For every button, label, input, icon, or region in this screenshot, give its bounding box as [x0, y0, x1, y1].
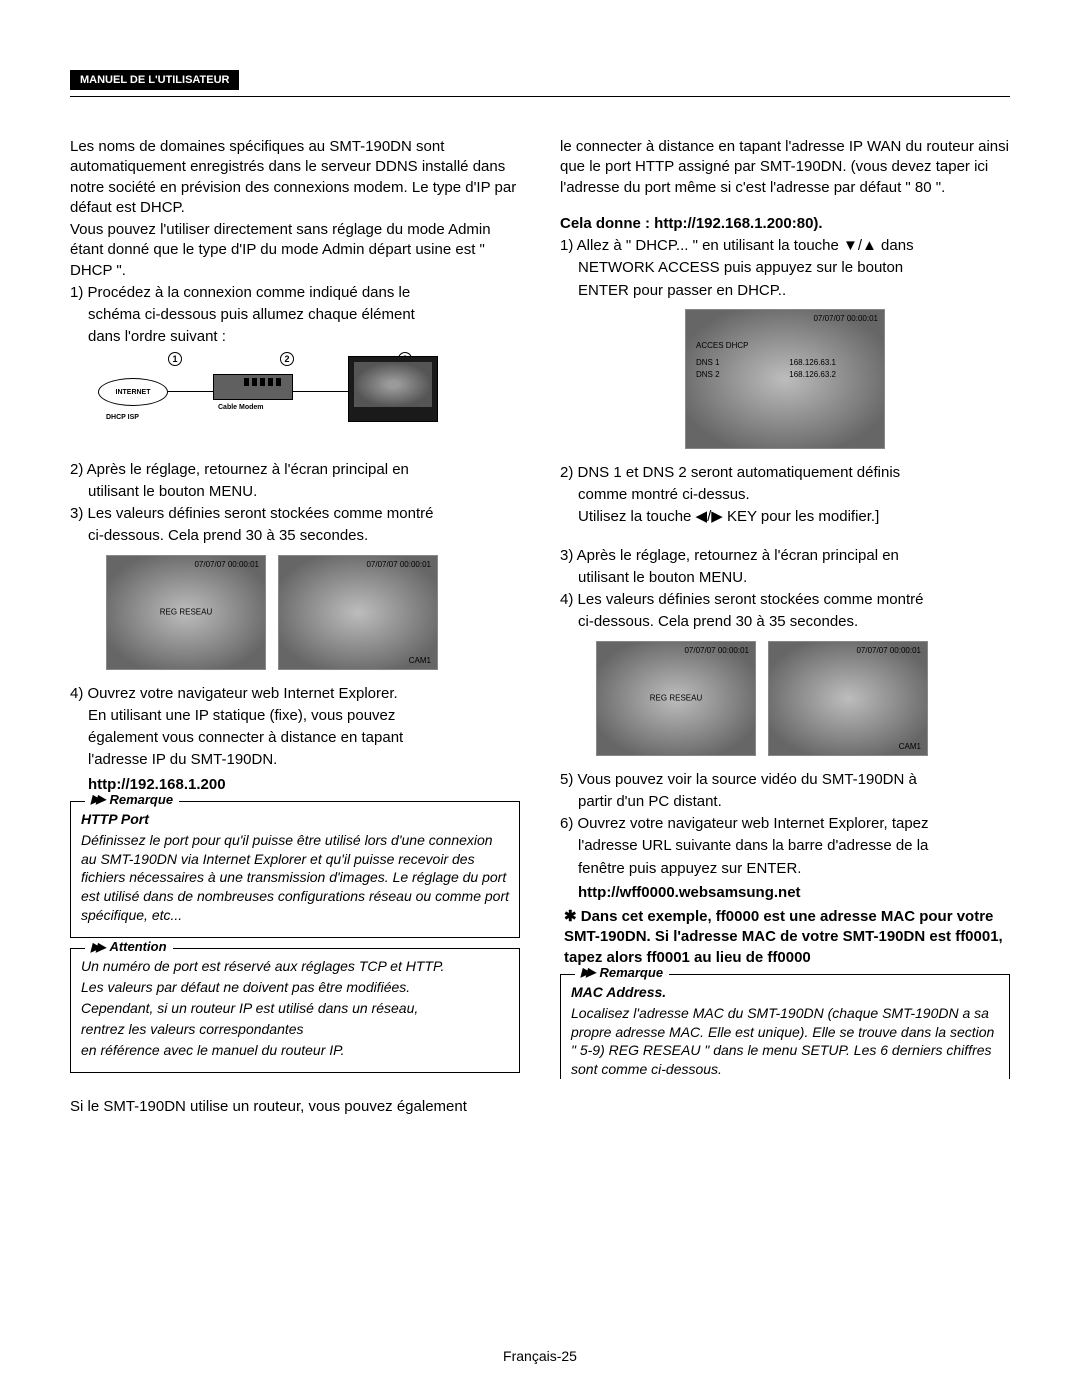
page-number: Français-25	[503, 1348, 577, 1364]
screen-menu: ACCES DHCP DNS 1 168.126.63.1 DNS 2 168.12…	[686, 340, 836, 382]
dvr-screen-dhcp: 07/07/07 00:00:01 ACCES DHCP DNS 1 168.12…	[685, 309, 885, 449]
screen-timestamp: 07/07/07 00:00:01	[366, 560, 431, 569]
double-arrow-icon: ▶▶	[91, 792, 101, 808]
double-arrow-icon: ▶▶	[581, 965, 591, 981]
note-title: MAC Address.	[571, 983, 999, 1002]
note-line: Cependant, si un routeur IP est utilisé …	[81, 999, 509, 1018]
dvr-screenshot-pair: 07/07/07 00:00:01 REG RESEAU 07/07/07 00…	[106, 555, 520, 670]
paragraph: Les noms de domaines spécifiques au SMT-…	[70, 137, 520, 218]
double-arrow-icon: ▶▶	[91, 940, 101, 956]
dvr-screen: 07/07/07 00:00:01 REG RESEAU	[596, 641, 756, 756]
paragraph: Si le SMT-190DN utilise un routeur, vous…	[70, 1097, 520, 1117]
note-body: Définissez le port pour qu'il puisse êtr…	[81, 831, 509, 925]
dns1-key: DNS 1	[696, 357, 720, 370]
list-item-cont: ci-dessous. Cela prend 30 à 35 secondes.	[560, 612, 1010, 632]
screen-timestamp: 07/07/07 00:00:01	[856, 646, 921, 655]
list-item-cont: fenêtre puis appuyez sur ENTER.	[560, 859, 1010, 879]
two-column-layout: Les noms de domaines spécifiques au SMT-…	[70, 137, 1010, 1119]
note-title: HTTP Port	[81, 810, 509, 829]
list-item: 2) DNS 1 et DNS 2 seront automatiquement…	[560, 463, 1010, 483]
list-item-cont: l'adresse IP du SMT-190DN.	[70, 750, 520, 770]
dns2-val: 168.126.63.2	[789, 369, 836, 382]
header-rule	[70, 96, 1010, 97]
screen-center-text: REG RESEAU	[160, 608, 212, 617]
note-legend: ▶▶ Remarque	[85, 792, 179, 809]
list-item-cont: également vous connecter à distance en t…	[70, 728, 520, 748]
menu-title: ACCES DHCP	[696, 340, 748, 353]
connection-diagram: 1 2 3 INTERNET Cable Modem DHCP ISP	[98, 356, 438, 446]
list-item-cont: dans l'ordre suivant :	[70, 327, 520, 347]
diagram-step-1: 1	[168, 352, 182, 366]
note-box-attention: ▶▶ Attention Un numéro de port est réser…	[70, 948, 520, 1072]
dvr-screen: 07/07/07 00:00:01 REG RESEAU	[106, 555, 266, 670]
dvr-screenshot-pair: 07/07/07 00:00:01 REG RESEAU 07/07/07 00…	[596, 641, 1010, 756]
list-item: 3) Les valeurs définies seront stockées …	[70, 504, 520, 524]
list-item-cont: comme montré ci-dessus.	[560, 485, 1010, 505]
note-legend-text: Remarque	[599, 965, 663, 982]
paragraph: Vous pouvez l'utiliser directement sans …	[70, 220, 520, 281]
list-item: 4) Les valeurs définies seront stockées …	[560, 590, 1010, 610]
dns2-key: DNS 2	[696, 369, 720, 382]
note-legend-text: Remarque	[109, 792, 173, 809]
list-item-cont: NETWORK ACCESS puis appuyez sur le bouto…	[560, 258, 1010, 278]
list-item-cont: utilisant le bouton MENU.	[560, 568, 1010, 588]
note-legend: ▶▶ Attention	[85, 939, 173, 956]
note-line: rentrez les valeurs correspondantes	[81, 1020, 509, 1039]
screen-cam-label: CAM1	[409, 656, 431, 665]
screen-timestamp: 07/07/07 00:00:01	[194, 560, 259, 569]
modem-icon	[213, 374, 293, 400]
note-legend: ▶▶ Remarque	[575, 965, 669, 982]
dvr-screen: 07/07/07 00:00:01 CAM1	[768, 641, 928, 756]
section-heading: Cela donne : http://192.168.1.200:80).	[560, 214, 1010, 234]
screen-timestamp: 07/07/07 00:00:01	[684, 646, 749, 655]
note-box-remarque: ▶▶ Remarque HTTP Port Définissez le port…	[70, 801, 520, 938]
list-item: 1) Procédez à la connexion comme indiqué…	[70, 283, 520, 303]
list-item: 2) Après le réglage, retournez à l'écran…	[70, 460, 520, 480]
isp-label: DHCP ISP	[106, 414, 139, 421]
diagram-line	[168, 391, 213, 392]
screen-cam-label: CAM1	[899, 742, 921, 751]
list-item-cont: l'adresse URL suivante dans la barre d'a…	[560, 836, 1010, 856]
header-tab: MANUEL DE L'UTILISATEUR	[70, 70, 239, 90]
list-item-cont: utilisant le bouton MENU.	[70, 482, 520, 502]
list-item-cont: ENTER pour passer en DHCP..	[560, 281, 1010, 301]
paragraph: le connecter à distance en tapant l'adre…	[560, 137, 1010, 198]
modem-label: Cable Modem	[218, 404, 264, 411]
list-item: 6) Ouvrez votre navigateur web Internet …	[560, 814, 1010, 834]
note-legend-text: Attention	[109, 939, 166, 956]
list-item-cont: Utilisez la touche ◀/▶ KEY pour les modi…	[560, 507, 1010, 527]
right-column: le connecter à distance en tapant l'adre…	[560, 137, 1010, 1119]
list-item: 5) Vous pouvez voir la source vidéo du S…	[560, 770, 1010, 790]
list-item: 1) Allez à " DHCP... " en utilisant la t…	[560, 236, 1010, 256]
monitor-icon	[348, 356, 438, 422]
diagram-step-2: 2	[280, 352, 294, 366]
dvr-screen: 07/07/07 00:00:01 CAM1	[278, 555, 438, 670]
left-column: Les noms de domaines spécifiques au SMT-…	[70, 137, 520, 1119]
list-item-cont: ci-dessous. Cela prend 30 à 35 secondes.	[70, 526, 520, 546]
list-item-cont: En utilisant une IP statique (fixe), vou…	[70, 706, 520, 726]
screen-center-text: REG RESEAU	[650, 694, 702, 703]
note-body: Localisez l'adresse MAC du SMT-190DN (ch…	[571, 1004, 999, 1080]
dns1-val: 168.126.63.1	[789, 357, 836, 370]
star-note: ✱ Dans cet exemple, ff0000 est une adres…	[560, 907, 1010, 968]
note-box-remarque: ▶▶ Remarque MAC Address. Localisez l'adr…	[560, 974, 1010, 1079]
note-line: Les valeurs par défaut ne doivent pas êt…	[81, 978, 509, 997]
list-item: 4) Ouvrez votre navigateur web Internet …	[70, 684, 520, 704]
note-line: Un numéro de port est réservé aux réglag…	[81, 957, 509, 976]
screen-timestamp: 07/07/07 00:00:01	[813, 314, 878, 323]
list-item-cont: partir d'un PC distant.	[560, 792, 1010, 812]
url-text: http://wff0000.websamsung.net	[578, 883, 1010, 903]
list-item: 3) Après le réglage, retournez à l'écran…	[560, 546, 1010, 566]
internet-icon: INTERNET	[98, 378, 168, 406]
diagram-line	[293, 391, 348, 392]
list-item-cont: schéma ci-dessous puis allumez chaque él…	[70, 305, 520, 325]
note-line: en référence avec le manuel du routeur I…	[81, 1041, 509, 1060]
